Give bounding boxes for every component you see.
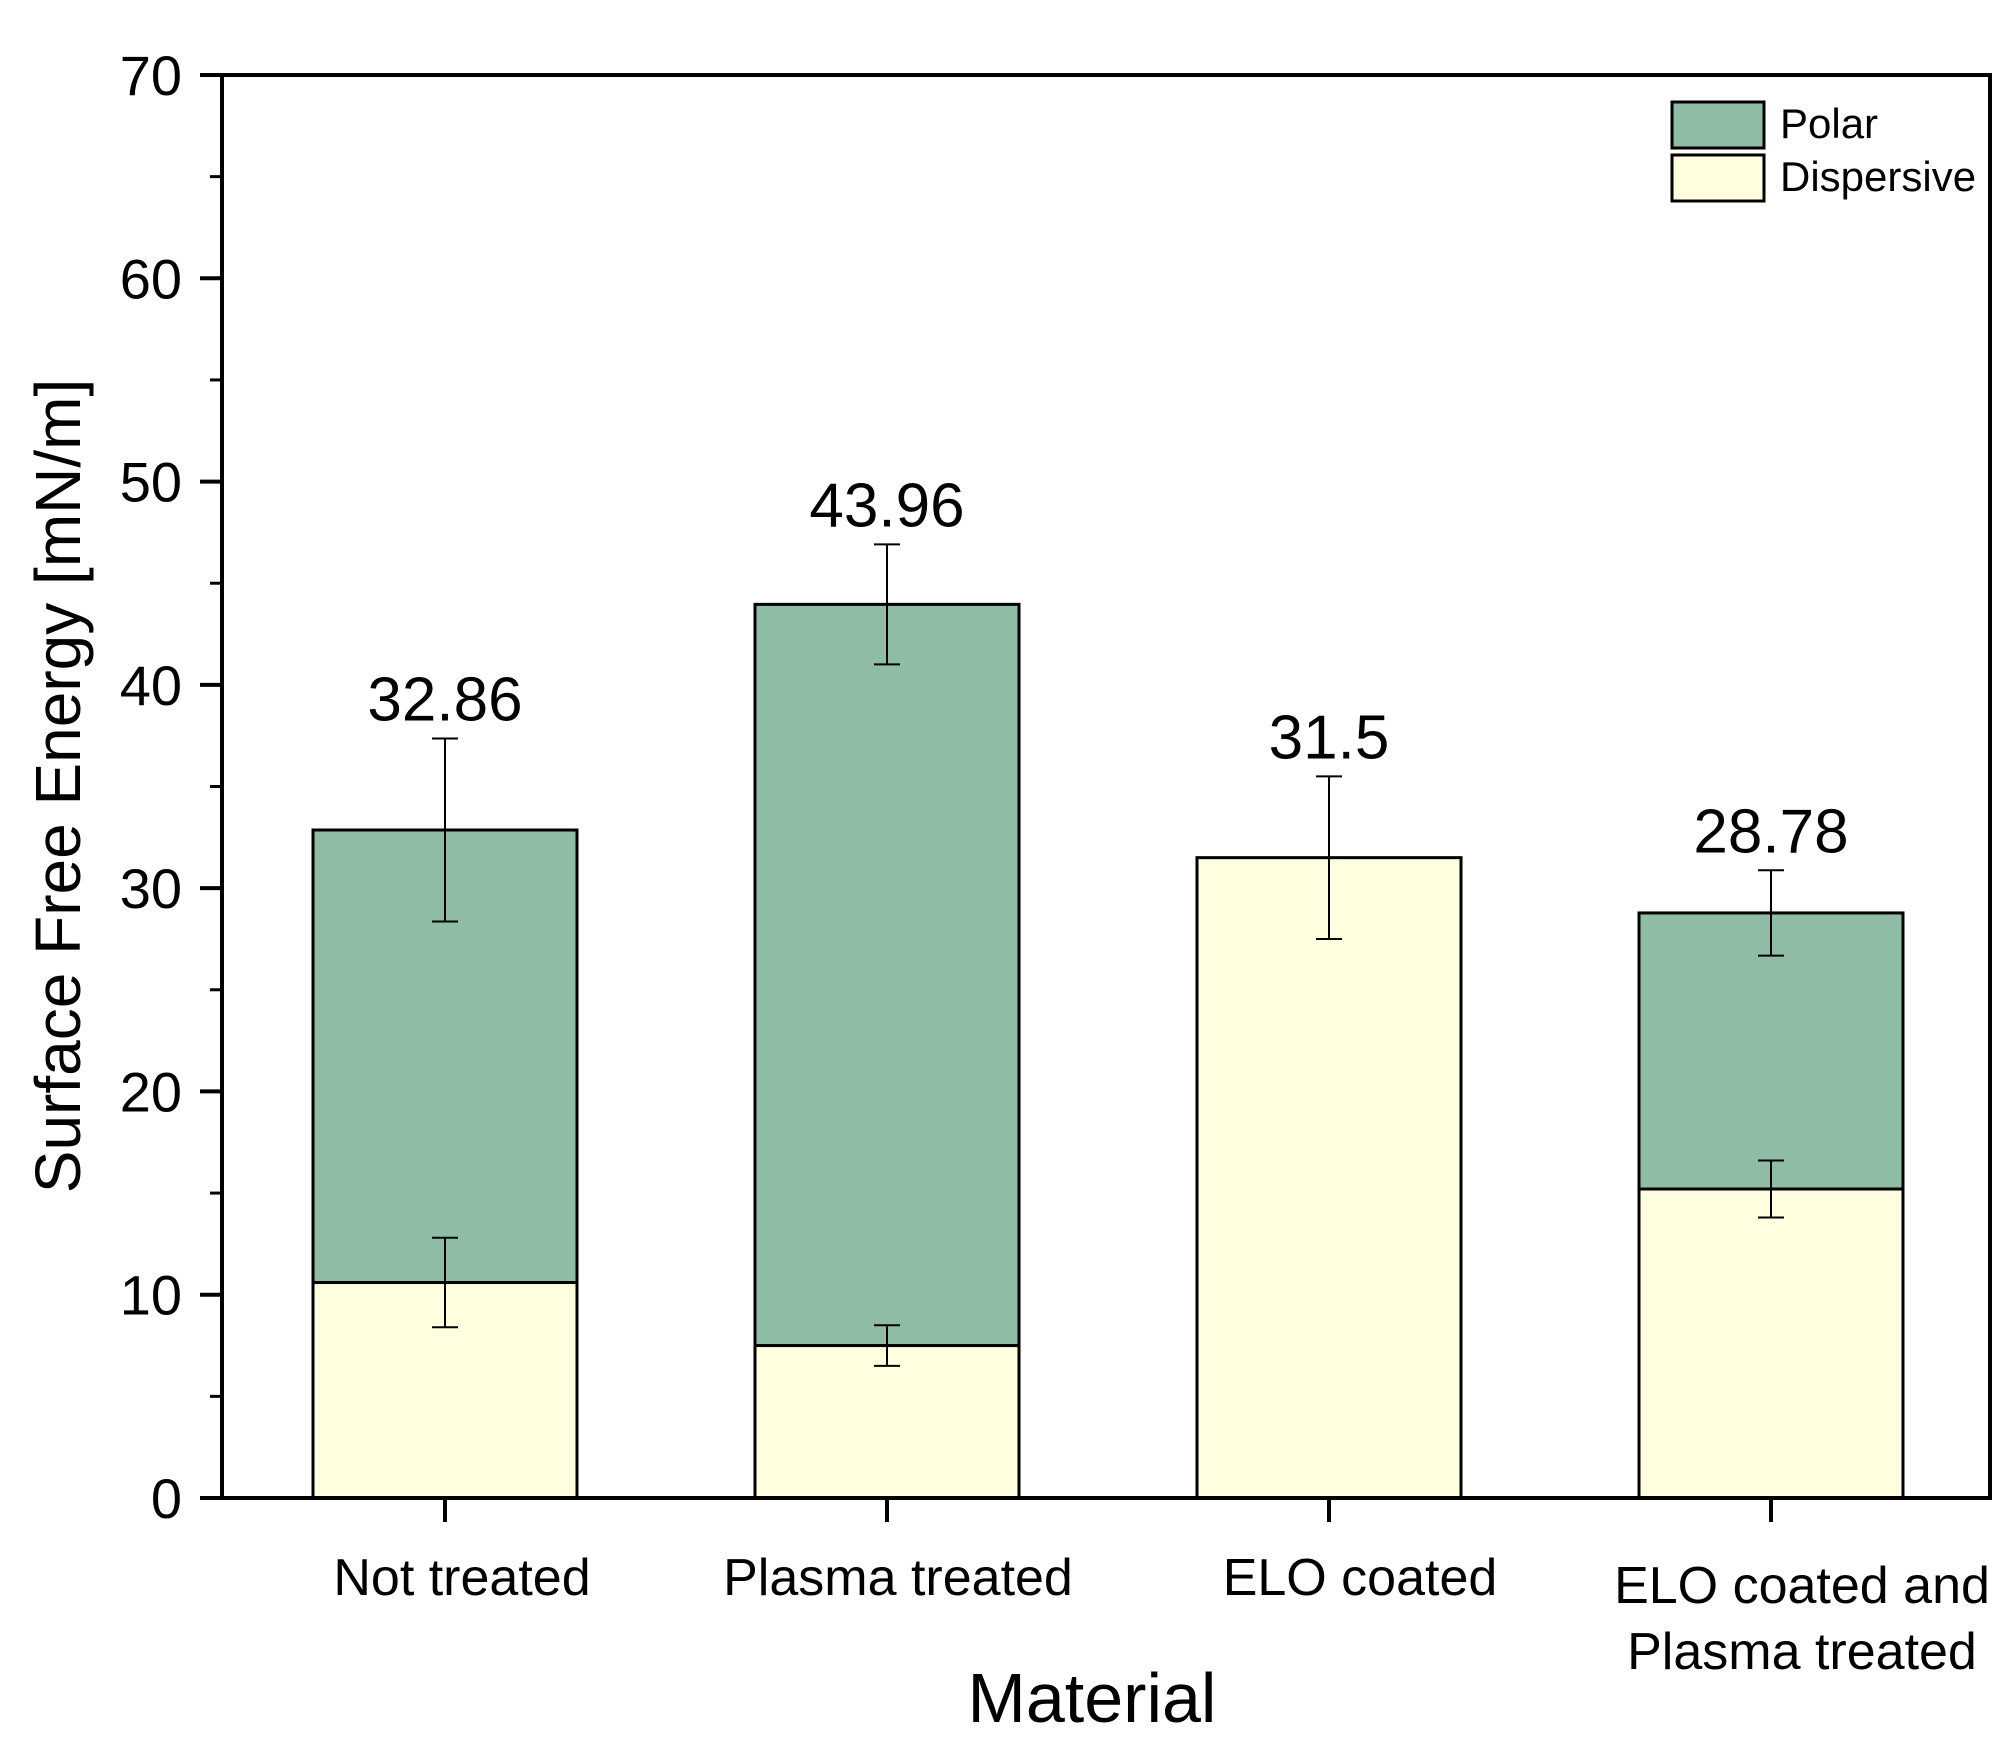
x-category-label-3-0: ELO coated and — [1614, 1557, 1990, 1615]
legend-swatch-dispersive — [1670, 153, 1766, 203]
y-tick-label-5: 50 — [120, 451, 182, 514]
x-category-label-1-0: Plasma treated — [723, 1549, 1073, 1607]
total-label-1: 43.96 — [809, 471, 964, 540]
y-axis-label: Surface Free Energy [mN/m] — [22, 379, 94, 1193]
y-axis: 0 10 20 30 40 50 60 70 — [120, 44, 222, 1530]
bar-dispersive-3 — [1637, 1187, 1905, 1500]
legend-label-dispersive: Dispersive — [1780, 153, 1976, 200]
y-tick-label-4: 40 — [120, 654, 182, 717]
error-bar-dispersive-3 — [1758, 1159, 1784, 1219]
bar-polar-1 — [753, 602, 1021, 1348]
error-bar-polar-1 — [874, 543, 900, 666]
bar-dispersive-1 — [753, 1344, 1021, 1500]
bars-layer — [311, 602, 1905, 1500]
y-tick-label-3: 30 — [120, 857, 182, 920]
x-category-label-0-0: Not treated — [333, 1549, 590, 1607]
legend-label-polar: Polar — [1780, 100, 1878, 147]
total-label-2: 31.5 — [1269, 703, 1390, 772]
error-bar-dispersive-0 — [432, 1236, 458, 1329]
bar-dispersive-2 — [1195, 856, 1463, 1500]
error-bars-layer — [432, 543, 1784, 1367]
error-bar-polar-3 — [1758, 869, 1784, 957]
y-tick-label-0: 0 — [151, 1467, 182, 1530]
y-tick-label-6: 60 — [120, 247, 182, 310]
total-label-3: 28.78 — [1693, 797, 1848, 866]
error-bar-dispersive-2 — [1316, 775, 1342, 940]
y-tick-label-1: 10 — [120, 1264, 182, 1327]
total-label-0: 32.86 — [367, 666, 522, 735]
total-labels-layer: 32.86 43.96 31.5 28.78 — [367, 471, 1848, 866]
legend-swatch-polar — [1670, 100, 1766, 150]
x-category-label-3-1: Plasma treated — [1627, 1623, 1977, 1681]
x-category-label-2-0: ELO coated — [1223, 1549, 1498, 1607]
y-tick-label-7: 70 — [120, 44, 182, 107]
x-axis: Not treated Plasma treated ELO coated ELO c… — [333, 1498, 1990, 1681]
error-bar-polar-0 — [432, 737, 458, 923]
y-tick-label-2: 20 — [120, 1060, 182, 1123]
x-axis-label: Material — [968, 1659, 1217, 1737]
error-bar-dispersive-1 — [874, 1324, 900, 1367]
legend: Polar Dispersive — [1670, 100, 1976, 203]
